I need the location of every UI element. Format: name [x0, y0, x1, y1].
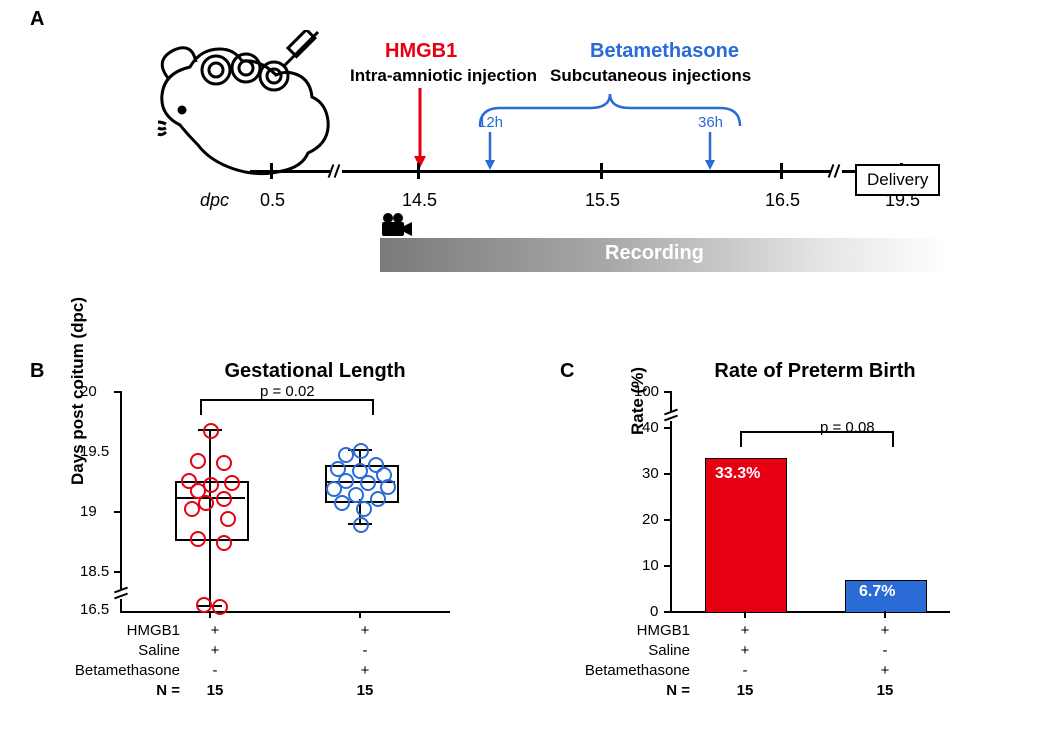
data-point	[212, 599, 228, 615]
data-point	[198, 495, 214, 511]
ytick: 10	[642, 557, 659, 574]
ytick: 20	[642, 511, 659, 528]
hmgb1-arrow	[410, 88, 430, 170]
whisker	[209, 539, 211, 607]
dpc-label: dpc	[200, 190, 229, 211]
panel-a: HMGB1 Intra-amniotic injection Betametha…	[60, 10, 990, 330]
data-point	[224, 475, 240, 491]
ytick: 16.5	[80, 601, 109, 618]
beta-time-1: 12h	[478, 114, 503, 131]
timeline-tick	[417, 163, 420, 179]
hmgb1-subtitle: Intra-amniotic injection	[350, 66, 537, 86]
panel-c-title: Rate of Preterm Birth	[600, 360, 1030, 383]
ytick: 19	[80, 503, 97, 520]
beta-arrow-1	[480, 132, 500, 172]
timeline-ticklabel: 14.5	[402, 190, 437, 211]
panel-a-label: A	[30, 8, 44, 31]
ytick: 40	[642, 419, 659, 436]
ytick: 18.5	[80, 563, 109, 580]
recording-text: Recording	[605, 242, 704, 265]
timeline-ticklabel: 15.5	[585, 190, 620, 211]
ytick: 30	[642, 465, 659, 482]
y-axis-break	[114, 589, 128, 599]
data-point	[353, 517, 369, 533]
beta-arrow-2	[700, 132, 720, 172]
panel-c: Rate of Preterm Birth Rate (%) 100 40 30…	[600, 360, 1030, 730]
timeline-ticklabel: 0.5	[260, 190, 285, 211]
beta-time-2: 36h	[698, 114, 723, 131]
axis-break-1	[330, 164, 342, 178]
panel-b-title: Gestational Length	[90, 360, 540, 383]
delivery-box: Delivery	[855, 164, 940, 196]
ytick: 0	[650, 603, 658, 620]
p-value: p = 0.08	[820, 419, 875, 436]
timeline-tick	[780, 163, 783, 179]
data-point	[360, 475, 376, 491]
mouse-icon	[150, 30, 350, 200]
beta-title: Betamethasone	[590, 40, 739, 63]
panel-b: Gestational Length Days post coitum (dpc…	[60, 360, 540, 730]
data-point	[190, 453, 206, 469]
beta-subtitle: Subcutaneous injections	[550, 66, 751, 86]
data-point	[216, 455, 232, 471]
timeline-ticklabel: 16.5	[765, 190, 800, 211]
data-point	[203, 423, 219, 439]
panel-c-label: C	[560, 360, 574, 383]
timeline-tick	[270, 163, 273, 179]
data-point	[216, 535, 232, 551]
panel-b-plot: Days post coitum (dpc) 20 19.5 19 18.5 1…	[120, 391, 500, 611]
p-value: p = 0.02	[260, 383, 315, 400]
bar-label: 33.3%	[715, 465, 760, 483]
data-point	[190, 531, 206, 547]
panel-b-label: B	[30, 360, 44, 383]
data-point	[370, 491, 386, 507]
data-point	[356, 501, 372, 517]
ytick: 20	[80, 383, 97, 400]
data-point	[216, 491, 232, 507]
timeline-tick	[600, 163, 603, 179]
data-point	[184, 501, 200, 517]
panel-c-plot: Rate (%) 100 40 30 20 10 0 p = 0.08 33.3…	[670, 391, 990, 611]
p-bracket	[200, 399, 374, 415]
data-point	[334, 495, 350, 511]
ytick: 19.5	[80, 443, 109, 460]
axis-break-2	[830, 164, 842, 178]
bar-label: 6.7%	[859, 583, 895, 601]
data-point	[353, 443, 369, 459]
y-axis-break	[664, 411, 678, 421]
timeline-axis	[250, 170, 930, 173]
hmgb1-title: HMGB1	[385, 40, 457, 63]
ytick: 100	[634, 383, 659, 400]
data-point	[220, 511, 236, 527]
